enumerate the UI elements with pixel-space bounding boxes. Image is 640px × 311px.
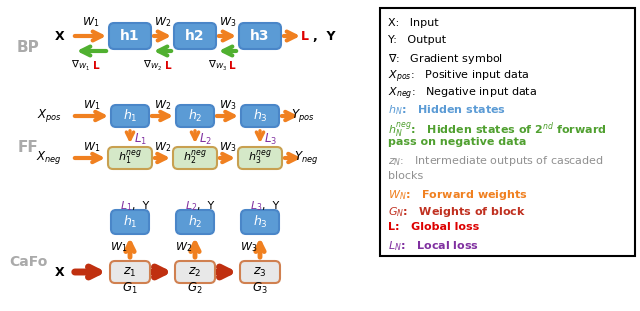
Text: L: L [301,30,309,43]
Text: $W_1$: $W_1$ [82,15,99,29]
Text: ,  Y: , Y [262,201,279,211]
Text: $z_3$: $z_3$ [253,266,267,279]
Text: $W_N$:   Forward weights: $W_N$: Forward weights [388,188,528,202]
FancyBboxPatch shape [176,210,214,234]
Text: $L_1$: $L_1$ [134,132,147,146]
FancyBboxPatch shape [239,23,281,49]
Text: h3: h3 [250,29,269,43]
Text: $h_1$: $h_1$ [123,214,138,230]
Text: X:   Input: X: Input [388,18,438,28]
FancyBboxPatch shape [108,147,152,169]
Text: $W_2$: $W_2$ [154,15,171,29]
Text: $h_2$: $h_2$ [188,108,202,124]
Text: L:   Global loss: L: Global loss [388,222,479,232]
Text: $L_3$: $L_3$ [264,132,277,146]
Text: $\nabla_{W_3}$: $\nabla_{W_3}$ [209,59,227,73]
Text: $W_1$: $W_1$ [83,98,100,112]
Text: BP: BP [17,40,40,55]
Text: $W_2$: $W_2$ [154,140,171,154]
FancyBboxPatch shape [111,105,149,127]
Text: $h_2^{neg}$: $h_2^{neg}$ [183,149,207,167]
FancyBboxPatch shape [111,210,149,234]
Text: $z_1$: $z_1$ [124,266,137,279]
Text: h2: h2 [185,29,205,43]
FancyBboxPatch shape [241,105,279,127]
FancyBboxPatch shape [240,261,280,283]
Text: $X_{pos}$: $X_{pos}$ [37,108,62,124]
FancyBboxPatch shape [238,147,282,169]
Text: Y:   Output: Y: Output [388,35,446,45]
Text: $h_N$:   Hidden states: $h_N$: Hidden states [388,103,506,117]
Text: $G_1$: $G_1$ [122,281,138,295]
Text: $W_3$: $W_3$ [219,140,236,154]
Text: $\nabla_{W_2}$: $\nabla_{W_2}$ [143,59,163,73]
Text: $h_N^{neg}$:   Hidden states of 2$^{nd}$ forward: $h_N^{neg}$: Hidden states of 2$^{nd}$ f… [388,120,607,140]
FancyBboxPatch shape [241,210,279,234]
Text: $L_2$: $L_2$ [199,132,212,146]
Text: X: X [54,266,64,278]
Text: $W_2$: $W_2$ [175,240,192,254]
FancyBboxPatch shape [109,23,151,49]
Text: $Y_{pos}$: $Y_{pos}$ [291,108,315,124]
Text: $Y_{neg}$: $Y_{neg}$ [294,150,318,166]
Text: blocks: blocks [388,171,423,181]
Text: ,  Y: , Y [313,30,335,43]
Text: pass on negative data: pass on negative data [388,137,526,147]
Text: $G_2$: $G_2$ [188,281,203,295]
Text: $z_2$: $z_2$ [188,266,202,279]
Text: $L_3$: $L_3$ [250,199,262,213]
Text: $\nabla_{W_1}$: $\nabla_{W_1}$ [72,59,90,73]
Text: $h_2$: $h_2$ [188,214,202,230]
Text: $\nabla$:   Gradient symbol: $\nabla$: Gradient symbol [388,52,503,66]
Text: $X_{pos}$:   Positive input data: $X_{pos}$: Positive input data [388,69,529,86]
FancyBboxPatch shape [380,8,635,256]
Text: $X_{neg}$: $X_{neg}$ [36,150,62,166]
Text: $W_1$: $W_1$ [110,240,127,254]
FancyBboxPatch shape [175,261,215,283]
Text: $h_1^{neg}$: $h_1^{neg}$ [118,149,142,167]
Text: $X_{neg}$:   Negative input data: $X_{neg}$: Negative input data [388,86,537,102]
Text: $G_3$: $G_3$ [252,281,268,295]
Text: L: L [164,61,171,71]
Text: $G_N$:   Weights of block: $G_N$: Weights of block [388,205,526,219]
Text: $W_1$: $W_1$ [83,140,100,154]
Text: $L_N$:   Local loss: $L_N$: Local loss [388,239,479,253]
Text: $h_3$: $h_3$ [253,214,268,230]
Text: ,  Y: , Y [132,201,149,211]
Text: $h_3^{neg}$: $h_3^{neg}$ [248,149,272,167]
FancyBboxPatch shape [176,105,214,127]
Text: $L_1$: $L_1$ [120,199,132,213]
Text: $W_2$: $W_2$ [154,98,171,112]
Text: CaFo: CaFo [9,255,47,269]
Text: L: L [230,61,236,71]
Text: $h_1$: $h_1$ [123,108,138,124]
FancyBboxPatch shape [173,147,217,169]
Text: ,  Y: , Y [197,201,214,211]
Text: $L_2$: $L_2$ [185,199,197,213]
Text: FF: FF [18,141,38,156]
Text: L: L [93,61,99,71]
Text: $W_3$: $W_3$ [240,240,257,254]
Text: $W_3$: $W_3$ [219,98,236,112]
Text: h1: h1 [120,29,140,43]
FancyBboxPatch shape [110,261,150,283]
FancyBboxPatch shape [174,23,216,49]
Text: $z_N$:   Intermediate outputs of cascaded: $z_N$: Intermediate outputs of cascaded [388,154,604,168]
Text: X: X [54,30,64,43]
Text: $W_3$: $W_3$ [219,15,236,29]
Text: $h_3$: $h_3$ [253,108,268,124]
